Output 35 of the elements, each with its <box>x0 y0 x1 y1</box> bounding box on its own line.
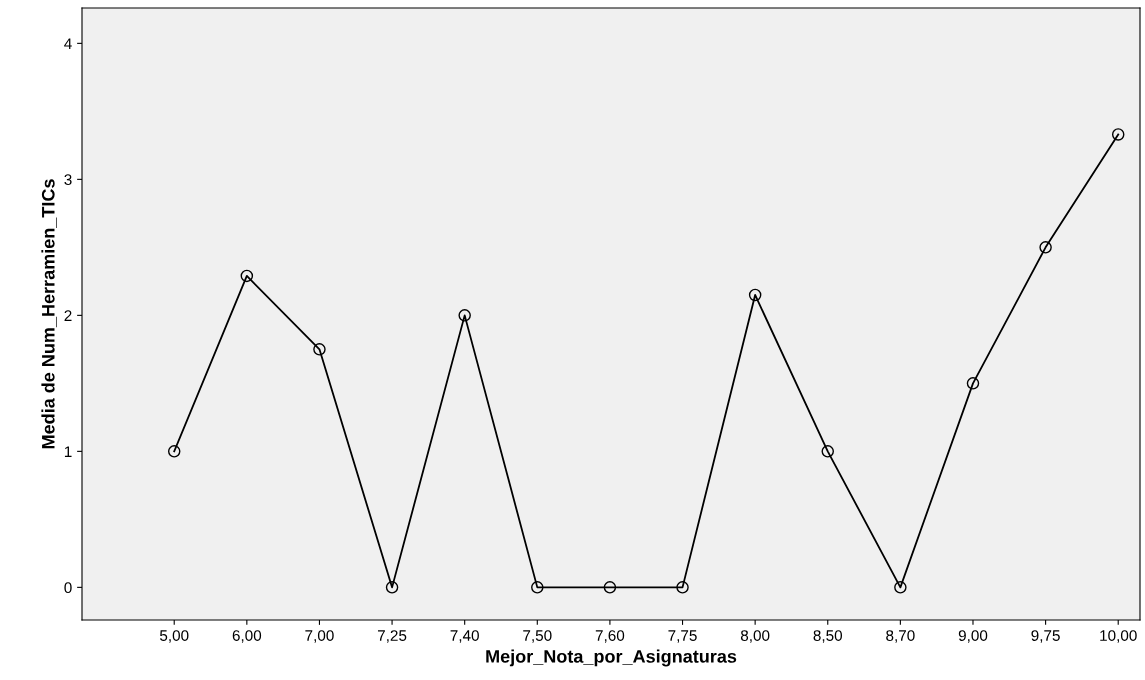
y-axis-title: Media de Num_Herramien_TICs <box>41 179 57 449</box>
x-tick-label: 7,60 <box>595 630 625 643</box>
x-tick-label: 9,00 <box>958 630 988 643</box>
x-tick-label: 7,50 <box>523 630 552 643</box>
y-tick-label: 3 <box>64 174 72 186</box>
point <box>313 343 326 356</box>
point <box>1111 128 1125 141</box>
point <box>894 581 907 594</box>
y-tick-label: 1 <box>64 446 72 457</box>
x-tick-label: 5,00 <box>159 630 189 643</box>
y-tick-label: 4 <box>64 38 72 49</box>
point <box>531 581 544 594</box>
x-tick-label: 9,75 <box>1031 630 1060 643</box>
y-tick-label: 2 <box>64 310 72 321</box>
point <box>603 581 617 594</box>
x-tick-label: 8,50 <box>813 630 843 643</box>
x-tick-label: 10,00 <box>1100 630 1137 643</box>
y-tick-label: 0 <box>64 582 72 594</box>
point <box>458 309 471 322</box>
point <box>676 581 689 594</box>
x-tick-label: 7,25 <box>377 630 407 643</box>
point <box>821 445 835 458</box>
point <box>167 445 181 458</box>
x-tick-label: 7,00 <box>305 630 334 643</box>
point <box>966 377 980 390</box>
x-axis-title: Mejor_Nota_por_Asignaturas <box>486 649 737 667</box>
point <box>1039 241 1052 254</box>
x-tick-label: 8,00 <box>740 630 770 643</box>
point <box>385 581 399 594</box>
x-tick-label: 6,00 <box>232 630 262 643</box>
x-tick-label: 7,40 <box>450 630 479 643</box>
x-tick-label: 7,75 <box>668 630 697 643</box>
x-tick-label: 8,70 <box>886 630 915 643</box>
point <box>748 288 762 302</box>
point <box>240 269 254 283</box>
